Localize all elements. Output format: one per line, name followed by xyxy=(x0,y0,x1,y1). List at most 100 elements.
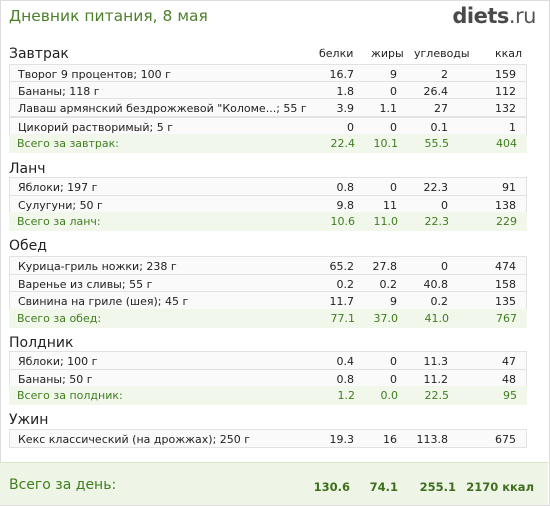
protein-value: 1.8 xyxy=(336,85,355,98)
meal-title: Завтрак xyxy=(9,46,69,62)
fat-value: 0 xyxy=(390,85,397,98)
carbs-total: 22.5 xyxy=(424,389,450,402)
logo-tld: .ru xyxy=(508,4,537,28)
protein-value: 0.4 xyxy=(336,355,355,368)
protein-value: 16.7 xyxy=(329,68,355,81)
carbs-total: 22.3 xyxy=(424,215,450,228)
carbs-value: 2 xyxy=(441,68,448,81)
fat-total: 11.0 xyxy=(373,215,399,228)
column-header-carbs: углеводы xyxy=(414,47,470,60)
fat-total: 10.1 xyxy=(373,137,399,150)
food-name: Цикорий растворимый; 5 г xyxy=(18,121,173,134)
kcal-value: 158 xyxy=(495,278,516,291)
logo-main: diets xyxy=(452,4,509,28)
kcal-value: 135 xyxy=(495,295,516,308)
day-total-label: Всего за день: xyxy=(9,477,117,493)
kcal-total: 95 xyxy=(503,389,517,402)
day-kcal-total: 2170 ккал xyxy=(466,480,534,494)
carbs-value: 113.8 xyxy=(416,433,449,446)
kcal-value: 132 xyxy=(495,102,516,115)
protein-value: 19.3 xyxy=(329,433,355,446)
protein-value: 0.8 xyxy=(336,373,355,386)
meal-total-row: Всего за полдник: 1.2 0.0 22.5 95 xyxy=(9,386,527,405)
day-carbs-total: 255.1 xyxy=(419,480,456,494)
food-name: Бананы; 50 г xyxy=(18,373,93,386)
kcal-value: 675 xyxy=(495,433,516,446)
carbs-value: 0 xyxy=(441,260,448,273)
food-row[interactable]: Бананы; 118 г 1.8 0 26.4 112 xyxy=(9,81,527,100)
protein-total: 77.1 xyxy=(330,312,356,325)
meal-title: Обед xyxy=(9,238,47,254)
fat-value: 1.1 xyxy=(379,102,398,115)
food-row[interactable]: Цикорий растворимый; 5 г 0 0 0.1 1 xyxy=(9,117,527,136)
site-logo[interactable]: diets.ru xyxy=(452,4,536,28)
kcal-total: 767 xyxy=(496,312,517,325)
protein-value: 3.9 xyxy=(336,102,355,115)
fat-value: 16 xyxy=(383,433,397,446)
kcal-total: 404 xyxy=(496,137,517,150)
meal-total-row: Всего за ланч: 10.6 11.0 22.3 229 xyxy=(9,212,527,231)
food-name: Свинина на гриле (шея); 45 г xyxy=(18,295,189,308)
food-name: Бананы; 118 г xyxy=(18,85,100,98)
carbs-value: 40.8 xyxy=(423,278,449,291)
food-row[interactable]: Курица-гриль ножки; 238 г 65.2 27.8 0 47… xyxy=(9,256,527,275)
carbs-value: 11.2 xyxy=(423,373,449,386)
food-row[interactable]: Лаваш армянский бездрожжевой "Коломе...;… xyxy=(9,98,527,117)
fat-value: 9 xyxy=(390,68,397,81)
food-row[interactable]: Творог 9 процентов; 100 г 16.7 9 2 159 xyxy=(9,64,527,83)
carbs-value: 0 xyxy=(441,199,448,212)
fat-value: 0 xyxy=(390,373,397,386)
kcal-value: 138 xyxy=(495,199,516,212)
page-title: Дневник питания, 8 мая xyxy=(9,7,208,25)
kcal-value: 159 xyxy=(495,68,516,81)
fat-value: 9 xyxy=(390,295,397,308)
food-name: Кекс классический (на дрожжах); 250 г xyxy=(18,433,251,446)
kcal-value: 112 xyxy=(495,85,516,98)
protein-total: 10.6 xyxy=(330,215,356,228)
carbs-total: 55.5 xyxy=(424,137,450,150)
day-fat-total: 74.1 xyxy=(369,480,398,494)
fat-value: 0 xyxy=(390,121,397,134)
meal-title: Полдник xyxy=(9,335,74,351)
fat-total: 0.0 xyxy=(380,389,399,402)
day-total-bar: Всего за день: 130.6 74.1 255.1 2170 кка… xyxy=(0,462,548,505)
food-name: Творог 9 процентов; 100 г xyxy=(18,68,171,81)
protein-value: 0.8 xyxy=(336,181,355,194)
meal-total-label: Всего за завтрак: xyxy=(17,137,120,150)
carbs-value: 22.3 xyxy=(423,181,449,194)
meal-total-label: Всего за обед: xyxy=(17,312,102,325)
meal-total-row: Всего за обед: 77.1 37.0 41.0 767 xyxy=(9,309,527,328)
food-name: Курица-гриль ножки; 238 г xyxy=(18,260,177,273)
kcal-value: 91 xyxy=(502,181,516,194)
food-row[interactable]: Варенье из сливы; 55 г 0.2 0.2 40.8 158 xyxy=(9,274,527,293)
kcal-value: 1 xyxy=(509,121,516,134)
carbs-value: 27 xyxy=(434,102,448,115)
food-row[interactable]: Яблоки; 197 г 0.8 0 22.3 91 xyxy=(9,177,527,196)
protein-value: 0.2 xyxy=(336,278,355,291)
meal-total-label: Всего за полдник: xyxy=(17,389,123,402)
kcal-total: 229 xyxy=(496,215,517,228)
column-header-protein: белки xyxy=(319,47,354,60)
protein-value: 11.7 xyxy=(329,295,355,308)
food-name: Лаваш армянский бездрожжевой "Коломе...;… xyxy=(18,102,307,115)
carbs-value: 0.1 xyxy=(430,121,449,134)
fat-value: 11 xyxy=(383,199,397,212)
food-name: Яблоки; 197 г xyxy=(18,181,98,194)
fat-value: 27.8 xyxy=(372,260,398,273)
day-protein-total: 130.6 xyxy=(313,480,350,494)
protein-value: 9.8 xyxy=(336,199,355,212)
protein-total: 22.4 xyxy=(330,137,356,150)
meal-title: Ужин xyxy=(9,412,49,428)
food-name: Сулугуни; 50 г xyxy=(18,199,103,212)
fat-value: 0 xyxy=(390,355,397,368)
food-row[interactable]: Яблоки; 100 г 0.4 0 11.3 47 xyxy=(9,351,527,370)
meal-total-row: Всего за завтрак: 22.4 10.1 55.5 404 xyxy=(9,134,527,153)
column-header-fat: жиры xyxy=(371,47,404,60)
fat-value: 0 xyxy=(390,181,397,194)
food-row[interactable]: Свинина на гриле (шея); 45 г 11.7 9 0.2 … xyxy=(9,291,527,310)
food-name: Варенье из сливы; 55 г xyxy=(18,278,153,291)
carbs-total: 41.0 xyxy=(424,312,450,325)
fat-total: 37.0 xyxy=(373,312,399,325)
food-row[interactable]: Кекс классический (на дрожжах); 250 г 19… xyxy=(9,429,527,448)
kcal-value: 48 xyxy=(502,373,516,386)
